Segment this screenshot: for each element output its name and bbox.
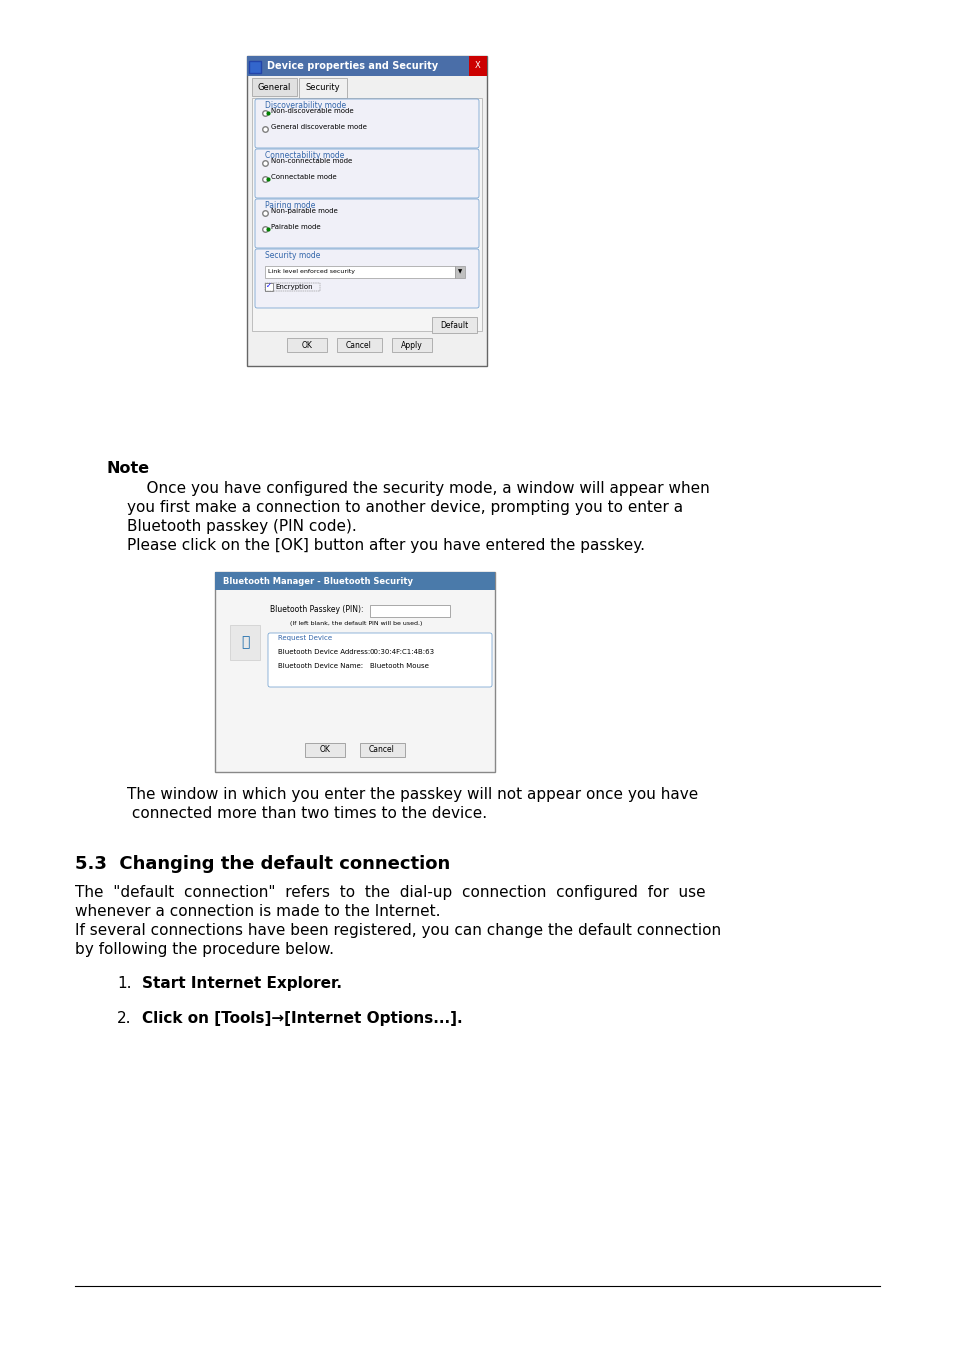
Bar	[469, 55, 486, 76]
Text: 5.3  Changing the default connection: 5.3 Changing the default connection	[75, 855, 450, 873]
Bar	[265, 282, 319, 290]
Bar	[359, 743, 405, 757]
Bar	[392, 338, 432, 353]
Bar	[370, 605, 450, 617]
FancyBboxPatch shape	[268, 634, 492, 688]
Text: Bluetooth Manager - Bluetooth Security: Bluetooth Manager - Bluetooth Security	[223, 577, 413, 585]
Text: (If left blank, the default PIN will be used.): (If left blank, the default PIN will be …	[290, 621, 422, 626]
Text: Connectability mode: Connectability mode	[265, 151, 344, 159]
Bar	[214, 571, 495, 590]
Text: Bluetooth Passkey (PIN):: Bluetooth Passkey (PIN):	[270, 605, 363, 613]
Bar	[230, 626, 260, 661]
Text: Start Internet Explorer.: Start Internet Explorer.	[142, 975, 341, 992]
Text: OK: OK	[319, 746, 330, 754]
Text: OK: OK	[301, 340, 313, 350]
Text: Non-discoverable mode: Non-discoverable mode	[271, 108, 354, 113]
Text: Note: Note	[107, 461, 150, 476]
Text: Encryption: Encryption	[274, 284, 313, 290]
Text: Security: Security	[305, 84, 340, 92]
Bar	[287, 338, 327, 353]
Text: Bluetooth passkey (PIN code).: Bluetooth passkey (PIN code).	[127, 519, 356, 534]
Text: Link level enforced security: Link level enforced security	[268, 269, 355, 274]
Bar	[265, 282, 273, 290]
Text: 1.: 1.	[117, 975, 132, 992]
Text: If several connections have been registered, you can change the default connecti: If several connections have been registe…	[75, 923, 720, 938]
Bar	[247, 55, 486, 76]
Text: Please click on the [OK] button after you have entered the passkey.: Please click on the [OK] button after yo…	[127, 538, 644, 553]
Text: whenever a connection is made to the Internet.: whenever a connection is made to the Int…	[75, 904, 440, 919]
Bar	[249, 61, 261, 73]
Text: Bluetooth Mouse: Bluetooth Mouse	[370, 663, 429, 669]
Bar	[298, 78, 347, 99]
Text: Once you have configured the security mode, a window will appear when: Once you have configured the security mo…	[127, 481, 709, 496]
Text: 00:30:4F:C1:4B:63: 00:30:4F:C1:4B:63	[370, 648, 435, 655]
Bar	[455, 266, 464, 278]
Bar	[252, 78, 296, 96]
Text: X: X	[475, 62, 480, 70]
Text: General discoverable mode: General discoverable mode	[271, 124, 367, 130]
Text: Default: Default	[440, 320, 468, 330]
Text: Apply: Apply	[400, 340, 422, 350]
Text: Device properties and Security: Device properties and Security	[267, 61, 437, 72]
Text: Non-pairable mode: Non-pairable mode	[271, 208, 337, 213]
Bar	[265, 266, 455, 278]
Text: Cancel: Cancel	[369, 746, 395, 754]
Bar	[252, 99, 481, 331]
FancyBboxPatch shape	[254, 249, 478, 308]
Text: Security mode: Security mode	[265, 251, 320, 259]
Text: Pairable mode: Pairable mode	[271, 224, 320, 230]
Text: ▼: ▼	[457, 269, 461, 274]
Text: connected more than two times to the device.: connected more than two times to the dev…	[127, 807, 487, 821]
Text: by following the procedure below.: by following the procedure below.	[75, 942, 334, 957]
Bar	[432, 317, 476, 332]
Bar	[214, 571, 495, 771]
Text: 2.: 2.	[117, 1011, 132, 1025]
Bar	[247, 55, 486, 366]
Text: Non-connectable mode: Non-connectable mode	[271, 158, 352, 163]
Text: Pairing mode: Pairing mode	[265, 201, 315, 209]
Bar	[336, 338, 381, 353]
Text: Connectable mode: Connectable mode	[271, 174, 336, 180]
Text: Bluetooth Device Address:: Bluetooth Device Address:	[277, 648, 370, 655]
Text: ✓: ✓	[266, 282, 272, 289]
Bar	[305, 743, 345, 757]
Text: Cancel: Cancel	[346, 340, 372, 350]
Text: Click on [Tools]→[Internet Options...].: Click on [Tools]→[Internet Options...].	[142, 1011, 462, 1025]
FancyBboxPatch shape	[254, 99, 478, 149]
Text: General: General	[257, 82, 291, 92]
Text: The window in which you enter the passkey will not appear once you have: The window in which you enter the passke…	[127, 788, 698, 802]
Text: you first make a connection to another device, prompting you to enter a: you first make a connection to another d…	[127, 500, 682, 515]
FancyBboxPatch shape	[254, 199, 478, 249]
FancyBboxPatch shape	[254, 149, 478, 199]
Text: Discoverability mode: Discoverability mode	[265, 101, 346, 109]
Text: Bluetooth Device Name:: Bluetooth Device Name:	[277, 663, 363, 669]
Text: The  "default  connection"  refers  to  the  dial-up  connection  configured  fo: The "default connection" refers to the d…	[75, 885, 705, 900]
Text: Request Device: Request Device	[277, 635, 332, 640]
Text: 🔵: 🔵	[240, 635, 249, 648]
